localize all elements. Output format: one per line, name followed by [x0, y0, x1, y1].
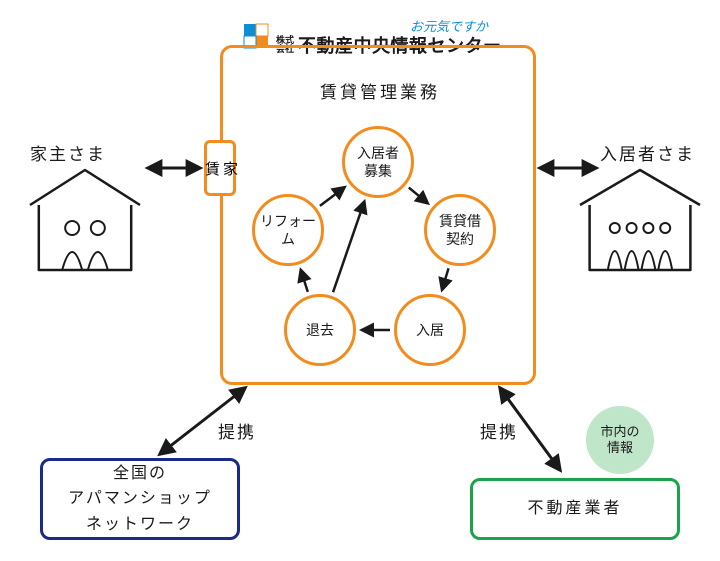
tenant-label: 入居者さま — [600, 140, 695, 165]
cycle-node-reform: リフォーム — [252, 194, 324, 266]
rent-box: 家 賃 — [204, 140, 236, 196]
teikei-left-label: 提携 — [218, 418, 256, 443]
partner-realtor-box: 不動産業者 — [470, 478, 680, 540]
teikei-right-label: 提携 — [480, 418, 518, 443]
rent-label: 家 賃 — [202, 161, 238, 176]
cycle-node-movein: 入居 — [394, 294, 466, 366]
cycle-node-label: 募集 — [364, 162, 392, 180]
cycle-node-contract: 賃貸借契約 — [424, 194, 496, 266]
subtitle: 賃貸管理業務 — [320, 78, 440, 103]
cycle-node-recruit: 入居者募集 — [342, 126, 414, 198]
owner-label: 家主さま — [30, 140, 106, 165]
cycle-node-label: 入居者 — [357, 144, 399, 162]
cycle-node-label: 契約 — [446, 230, 474, 248]
city-info-label: 市内の 情報 — [600, 424, 639, 455]
cycle-node-label: 入居 — [416, 321, 444, 339]
city-info-badge: 市内の 情報 — [586, 406, 654, 474]
partner-apaman-label: 全国の アパマンショップ ネットワーク — [68, 461, 212, 538]
cycle-node-label: リフォーム — [255, 212, 321, 248]
partner-apaman-box: 全国の アパマンショップ ネットワーク — [40, 458, 240, 540]
cycle-node-label: 賃貸借 — [439, 212, 481, 230]
cycle-node-moveout: 退去 — [284, 294, 356, 366]
cycle-node-label: 退去 — [306, 321, 334, 339]
partner-realtor-label: 不動産業者 — [527, 496, 622, 522]
